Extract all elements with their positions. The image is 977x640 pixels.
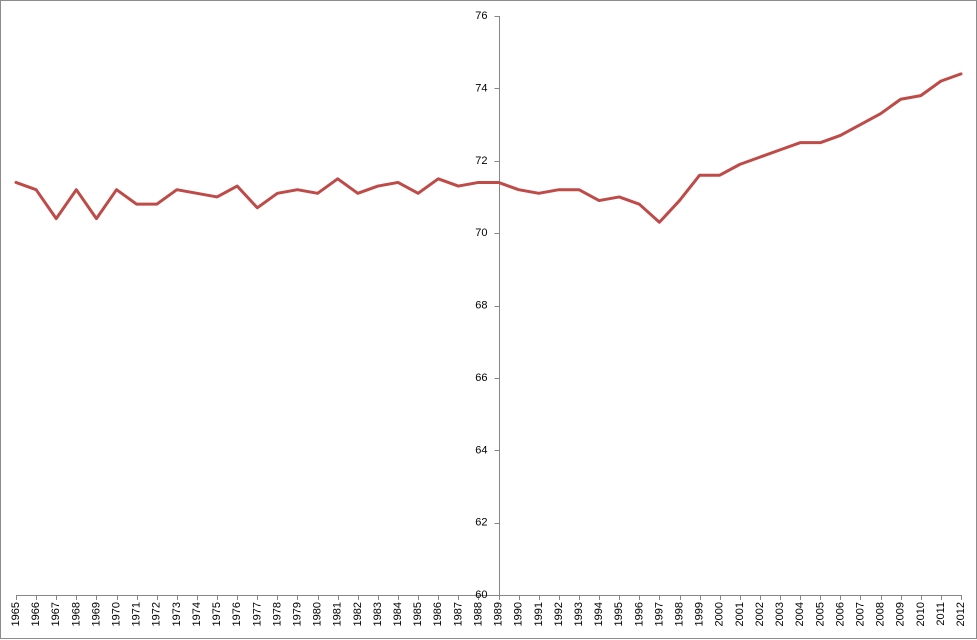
y-tick-label: 76	[475, 10, 487, 22]
x-tick-label: 1980	[312, 602, 324, 626]
x-tick-label: 1999	[694, 602, 706, 626]
x-tick-label: 1981	[332, 602, 344, 626]
x-tick-label: 2001	[734, 602, 746, 626]
x-tick-label: 2005	[814, 602, 826, 626]
x-tick-label: 1996	[633, 602, 645, 626]
x-tick-label: 1985	[412, 602, 424, 626]
series-line	[14, 72, 963, 224]
y-tick-label: 68	[475, 300, 487, 312]
x-tick-label: 1979	[291, 602, 303, 626]
x-tick-label: 2003	[774, 602, 786, 626]
x-tick-label: 1986	[432, 602, 444, 626]
x-tick-label: 1990	[513, 602, 525, 626]
x-tick-label: 1971	[131, 602, 143, 626]
y-tick-label: 64	[475, 444, 487, 456]
y-tick-label: 66	[475, 372, 487, 384]
series-layer	[14, 72, 963, 224]
x-tick-label: 1970	[111, 602, 123, 626]
x-tick-label: 2000	[714, 602, 726, 626]
x-tick-label: 1977	[251, 602, 263, 626]
x-tick-label: 1978	[271, 602, 283, 626]
x-tick-label: 2012	[955, 602, 967, 626]
x-tick-label: 1984	[392, 602, 404, 626]
x-tick-label: 1983	[372, 602, 384, 626]
x-tick-label: 1975	[211, 602, 223, 626]
x-tick-label: 1969	[90, 602, 102, 626]
y-tick-label: 70	[475, 227, 487, 239]
x-tick-label: 1997	[653, 602, 665, 626]
x-tick-label: 1966	[30, 602, 42, 626]
x-tick-label: 2011	[935, 602, 947, 626]
x-tick-label: 1974	[191, 602, 203, 626]
y-tick-label: 74	[475, 82, 487, 94]
x-tick-label: 1982	[352, 602, 364, 626]
x-tick-label: 1968	[70, 602, 82, 626]
x-tick-label: 2002	[754, 602, 766, 626]
x-tick-label: 1973	[171, 602, 183, 626]
x-tick-label: 1998	[674, 602, 686, 626]
x-tick-label: 2006	[834, 602, 846, 626]
x-tick-label: 1989	[493, 602, 505, 626]
y-tick-label: 60	[475, 589, 487, 601]
x-tick-label: 1987	[452, 602, 464, 626]
x-tick-label: 1993	[573, 602, 585, 626]
x-axis: 1965 1966 1967 1968 1969 1970 1971 1972 1973 1974…	[10, 595, 967, 626]
x-tick-label: 1967	[50, 602, 62, 626]
x-tick-label: 2007	[854, 602, 866, 626]
x-tick-label: 1972	[151, 602, 163, 626]
x-tick-label: 1965	[10, 602, 22, 626]
x-tick-label: 2004	[794, 602, 806, 626]
x-tick-label: 1992	[553, 602, 565, 626]
y-tick-label: 72	[475, 155, 487, 167]
x-tick-label: 2010	[915, 602, 927, 626]
x-tick-label: 2009	[895, 602, 907, 626]
y-tick-label: 62	[475, 517, 487, 529]
y-axis: 60 62 64 66 68 70 72 74 76	[475, 10, 500, 601]
x-tick-label: 2008	[875, 602, 887, 626]
x-tick-label: 1994	[593, 602, 605, 626]
x-tick-label: 1995	[613, 602, 625, 626]
x-tick-label: 1988	[472, 602, 484, 626]
x-tick-label: 1991	[533, 602, 545, 626]
x-tick-label: 1976	[231, 602, 243, 626]
